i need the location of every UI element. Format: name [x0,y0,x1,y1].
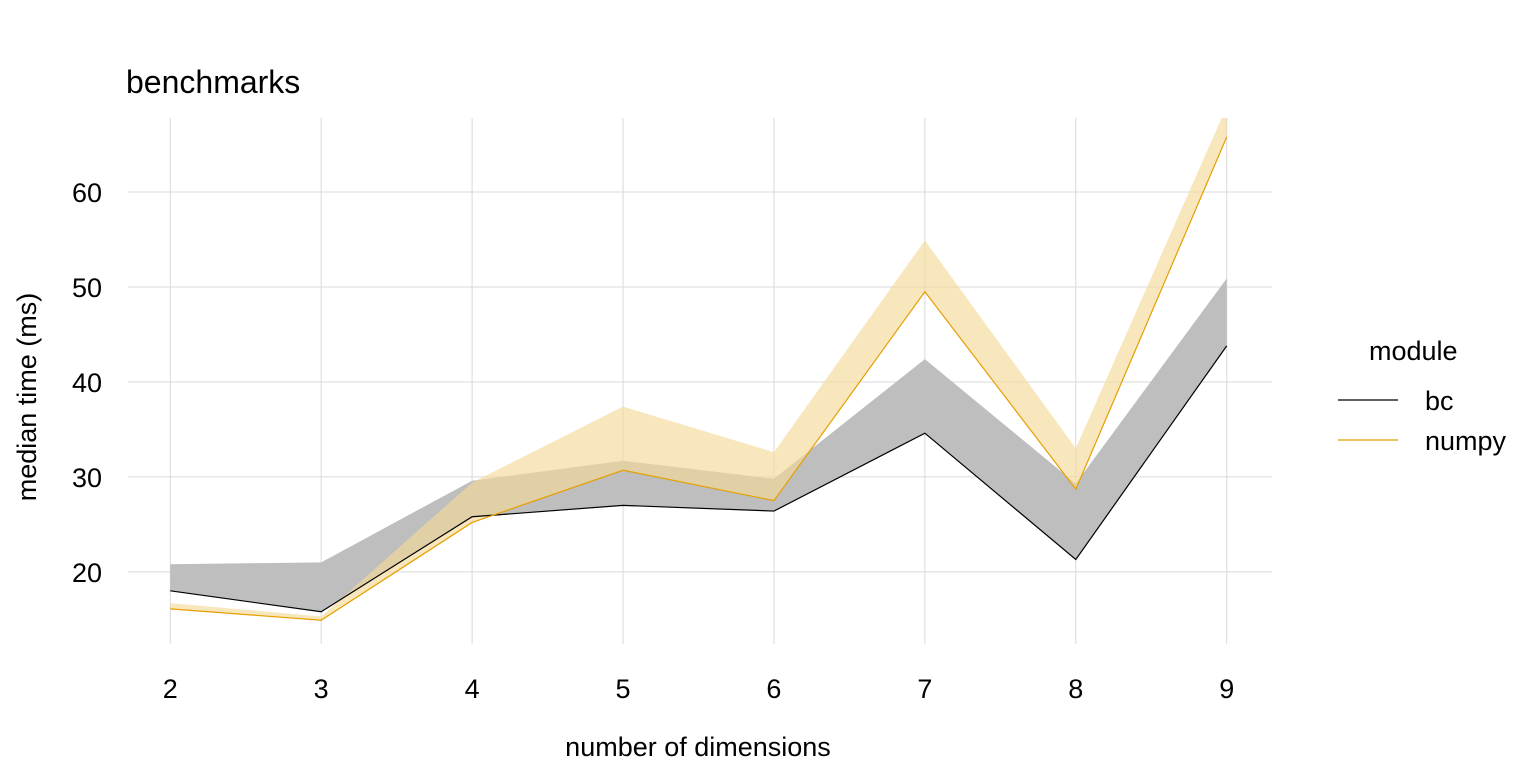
y-tick-label: 30 [72,463,102,493]
x-tick-label: 6 [766,674,781,704]
y-axis-ticks: 20 30 40 50 60 [72,178,102,588]
y-axis-title: median time (ms) [12,293,42,502]
y-tick-label: 60 [72,178,102,208]
y-tick-label: 20 [72,558,102,588]
chart-title: benchmarks [126,64,300,100]
x-axis-ticks: 2 3 4 5 6 7 8 9 [163,674,1234,704]
y-tick-label: 40 [72,368,102,398]
grid [128,118,1272,644]
bands [170,118,1227,621]
band-numpy [170,118,1227,621]
x-tick-label: 4 [465,674,480,704]
legend-label-bc: bc [1425,386,1454,416]
x-tick-label: 2 [163,674,178,704]
legend: module bc numpy [1338,336,1507,456]
series-lines [170,136,1228,621]
x-tick-label: 8 [1068,674,1083,704]
x-tick-label: 7 [917,674,932,704]
legend-title: module [1369,336,1458,366]
x-tick-label: 5 [616,674,631,704]
x-tick-label: 9 [1219,674,1234,704]
series-line-bc [170,345,1228,613]
series-line-numpy [170,136,1228,621]
x-axis-title: number of dimensions [565,732,831,762]
y-tick-label: 50 [72,273,102,303]
legend-label-numpy: numpy [1425,426,1507,456]
x-tick-label: 3 [314,674,329,704]
